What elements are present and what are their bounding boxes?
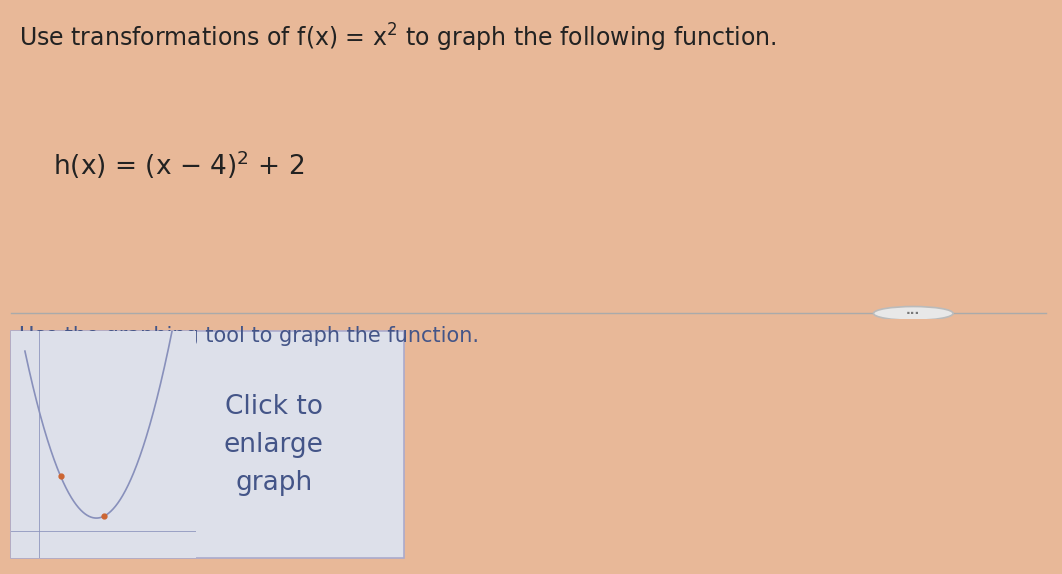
Text: h(x) = (x $-$ 4)$^{2}$ + 2: h(x) = (x $-$ 4)$^{2}$ + 2	[53, 149, 305, 181]
Text: ···: ···	[906, 307, 921, 320]
Text: Use the graphing tool to graph the function.: Use the graphing tool to graph the funct…	[19, 326, 479, 346]
Text: Click to
enlarge
graph: Click to enlarge graph	[224, 394, 324, 495]
FancyBboxPatch shape	[11, 331, 404, 558]
Ellipse shape	[873, 307, 954, 320]
Text: Use transformations of f(x) = x$^{2}$ to graph the following function.: Use transformations of f(x) = x$^{2}$ to…	[19, 22, 776, 54]
